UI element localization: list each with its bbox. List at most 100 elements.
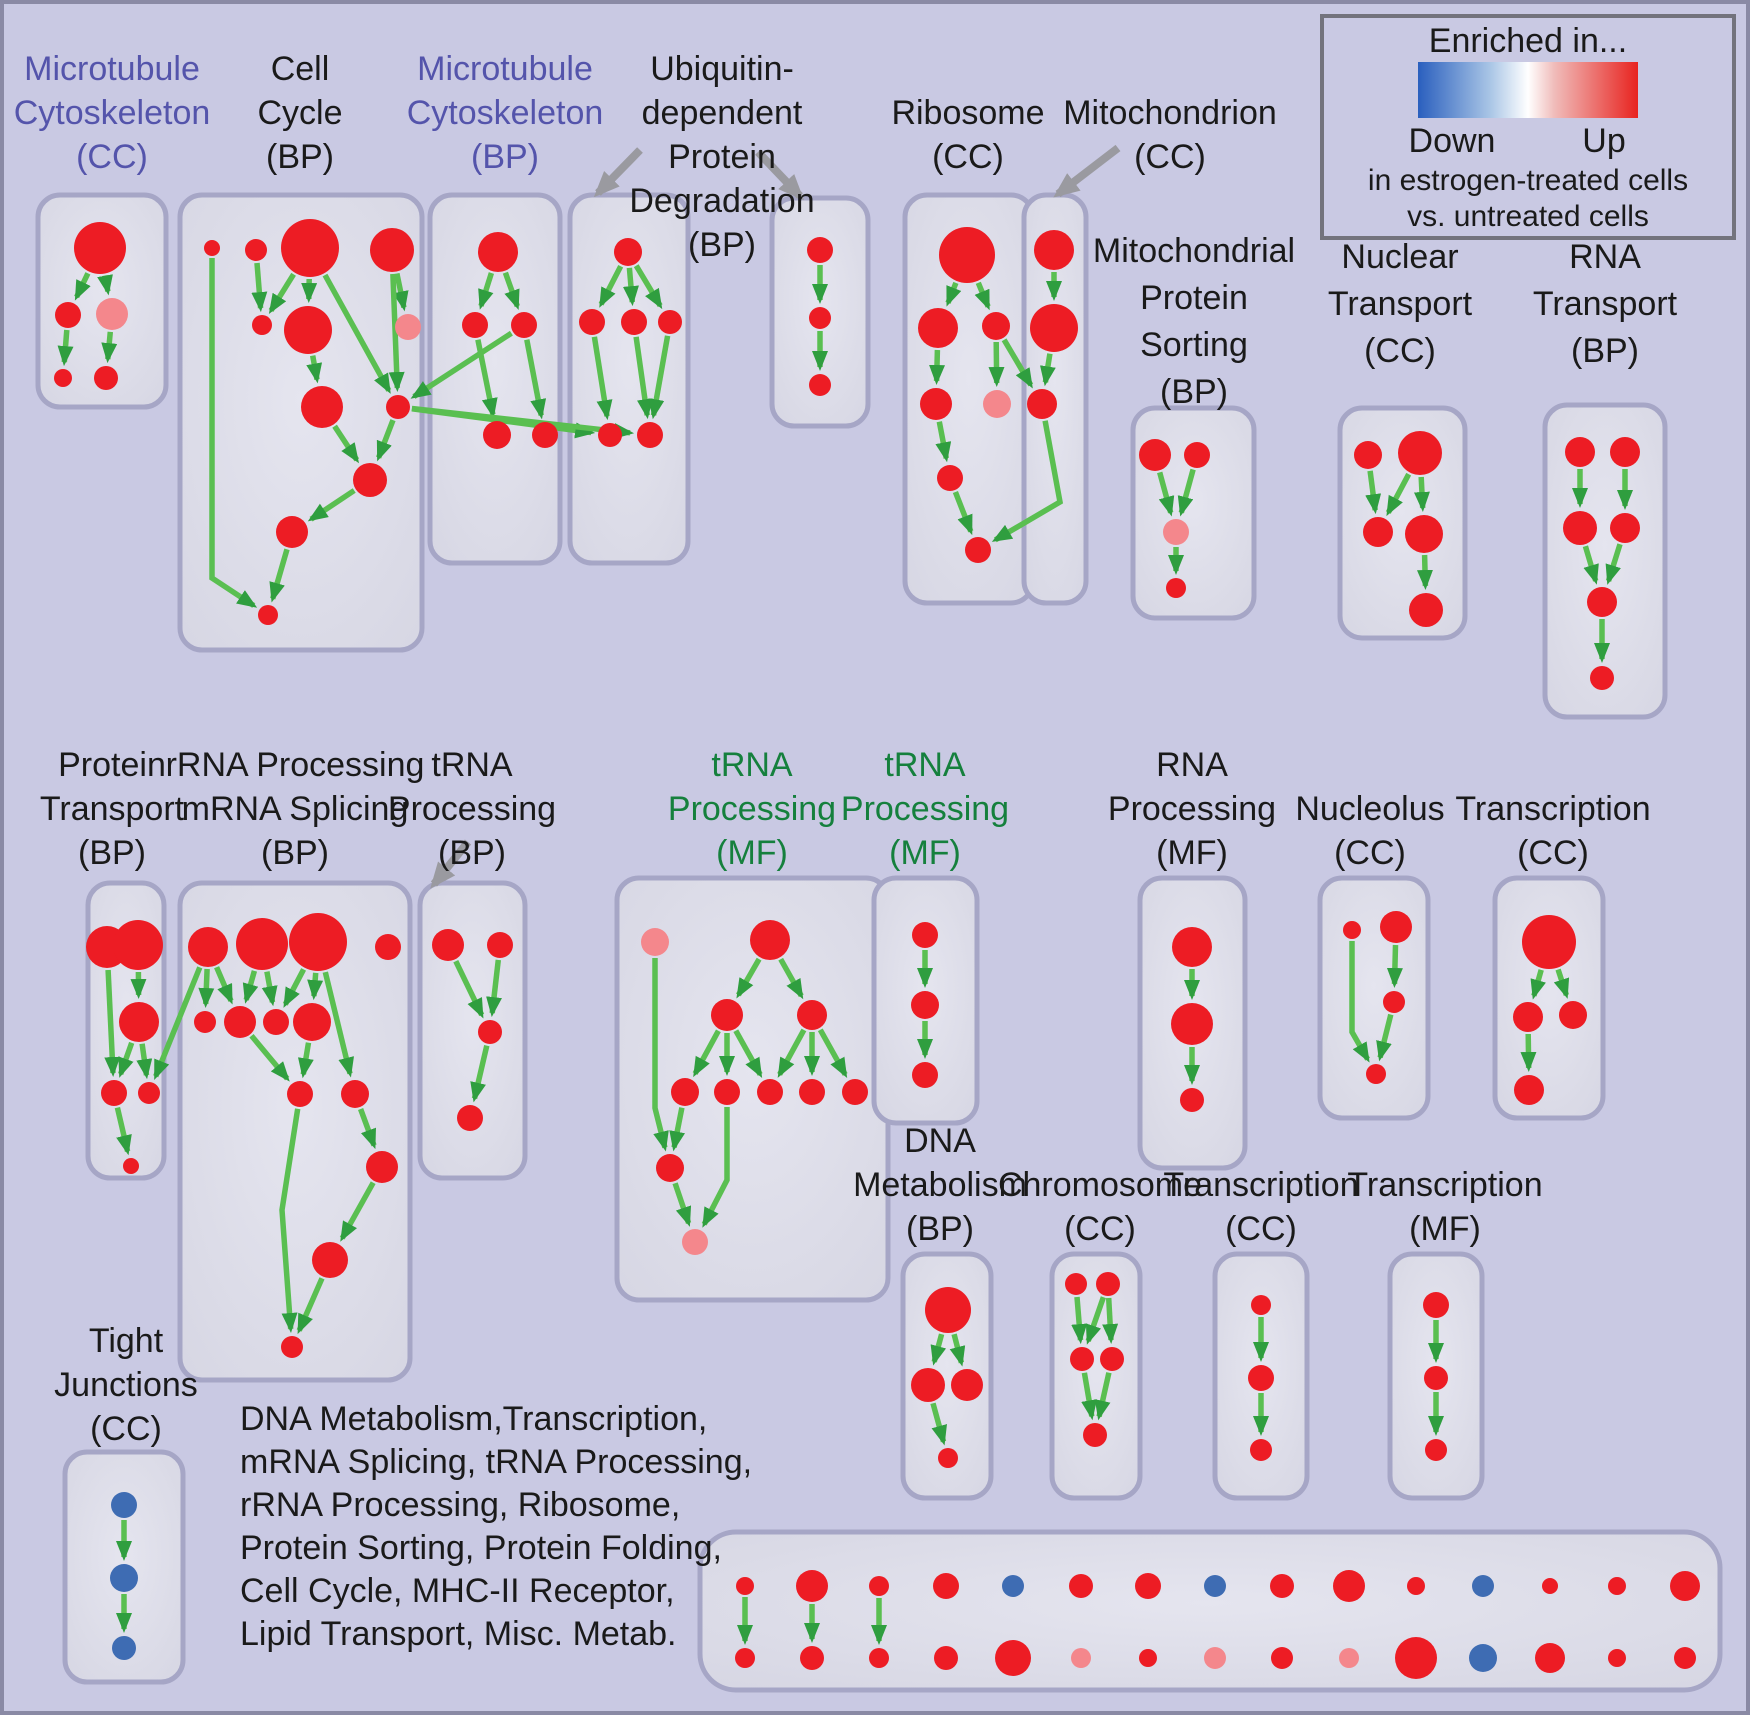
cluster-label-mitochondrion-cc: Mitochondrion (CC) [1063,94,1277,176]
go-term-node [621,309,647,335]
go-term-node [194,1011,216,1033]
go-term-node [1030,304,1078,352]
go-term-node [920,388,952,420]
annotation-arrow [430,839,472,889]
cluster-box-rna-transport-bp [1542,402,1668,720]
annotation-arrow [1053,144,1121,198]
enrichment-edge-rrna-processing-mrna-splicing-bp [261,971,278,1007]
enrichment-edge-ribosome-cc [945,281,962,307]
go-term-node [1610,437,1640,467]
go-term-node [74,222,126,274]
cluster-box-transcription-cc [1492,875,1606,1121]
cluster-box-cell-cycle-bp [177,192,425,653]
enrichment-edge-cross [153,966,203,1081]
go-term-node [799,1079,825,1105]
go-term-node [736,1577,754,1595]
enrichment-edge-trna-processing-mf-large [777,1028,807,1078]
go-term-node [671,1078,699,1106]
legend-down-label: Down [1409,122,1496,160]
go-term-node [1251,1295,1271,1315]
go-term-node [487,932,513,958]
cluster-label-nucleolus-cc: Nucleolus (CC) [1295,790,1444,872]
enrichment-edge-cell-cycle-bp [392,272,409,312]
enrichment-edge-cell-cycle-bp [209,258,258,608]
go-term-node [1395,1637,1437,1679]
go-term-node [656,1154,684,1182]
go-term-node [1034,230,1074,270]
go-term-node [711,999,743,1031]
go-term-node [110,1564,138,1592]
go-term-node [94,366,118,390]
go-term-node [366,1151,398,1183]
go-term-node [1363,517,1393,547]
enrichment-edge-dna-metabolism-bp [930,1333,947,1366]
go-term-node [1610,513,1640,543]
go-term-node [1083,1423,1107,1447]
go-term-node [1065,1273,1087,1295]
go-term-node [96,298,128,330]
go-term-node [1204,1647,1226,1669]
cluster-label-chromosome-cc: Chromosome (CC) [998,1166,1202,1248]
go-term-node [224,1006,256,1038]
enrichment-edge-trna-processing-mf-large [669,1107,686,1152]
go-term-node [750,920,790,960]
cluster-label-protein-transport-bp: Protein Transport (BP) [40,746,185,872]
cluster-label-ribosome-cc: Ribosome (CC) [891,94,1044,176]
go-term-node [682,1229,708,1255]
cluster-label-trna-processing-mf-small: tRNA Processing (MF) [841,746,1009,872]
enrichment-edge-rna-transport-bp [1582,545,1599,585]
go-term-node [809,307,831,329]
go-term-node [263,1009,289,1035]
go-term-node [800,1646,824,1670]
cluster-label-mitochondrial-protein-sorting-bp: Mitochondrial Protein Sorting (BP) [1093,232,1295,411]
go-term-node [951,1369,983,1401]
enrichment-edge-mitochondrial-protein-sorting-bp [1177,468,1196,517]
go-term-node [809,374,831,396]
enrichment-edge-cell-cycle-bp [322,273,392,394]
enrichment-edge-rrna-processing-mrna-splicing-bp [198,968,215,1008]
go-term-node [1171,1003,1213,1045]
misc-terms-text: DNA Metabolism,Transcription, mRNA Splici… [240,1400,752,1653]
go-term-node [1535,1643,1565,1673]
go-term-node [983,390,1011,418]
cluster-label-transcription-mf: Transcription (MF) [1347,1166,1542,1248]
go-term-node [478,232,518,272]
go-term-node [341,1080,369,1108]
go-term-node [395,314,421,340]
enrichment-edge-microtubule-cytoskeleton-bp [524,339,547,420]
enrichment-edge-microtubule-cytoskeleton-bp [478,272,495,310]
legend-up-label: Up [1582,122,1625,160]
enrichment-edge-trna-processing-bp [486,959,502,1018]
enrichment-edge-dna-metabolism-bp [930,1402,947,1446]
go-term-node [289,913,347,971]
go-term-node [1027,389,1057,419]
enrichment-edge-ribosome-cc [974,281,991,311]
go-term-node [258,605,278,625]
go-term-node [432,929,464,961]
go-term-node [1204,1575,1226,1597]
enrichment-edge-trna-processing-mf-large [692,1029,721,1078]
enrichment-edge-rrna-processing-mrna-splicing-bp [296,1277,325,1335]
enrichment-edge-rrna-processing-mrna-splicing-bp [307,972,324,1001]
go-term-node [937,465,963,491]
enrichment-edge-mitochondrion-cc [1039,353,1056,387]
enrichment-edge-microtubule-cytoskeleton-cc [101,331,118,364]
enrichment-edge-trna-processing-mf-large [652,958,669,1152]
enrichment-edge-trna-processing-mf-large [817,1028,848,1078]
legend-caption-line2: vs. untreated cells [1407,200,1649,233]
cluster-label-tight-junctions-cc: Tight Junctions (CC) [54,1322,198,1448]
cluster-box-trna-processing-bp [417,880,528,1181]
go-term-node [1100,1347,1124,1371]
go-term-node [532,422,558,448]
go-term-node [912,922,938,948]
enrichment-edge-protein-transport-bp [136,1043,153,1080]
go-term-node [933,1573,959,1599]
enrichment-edge-cell-cycle-bp [332,424,360,464]
go-term-node [1425,1439,1447,1461]
annotation-arrow [755,149,805,201]
go-term-node [925,1287,971,1333]
go-term-node [1172,927,1212,967]
go-term-node [1250,1439,1272,1461]
enrichment-edge-ubiquitin-degradation-bp [591,336,613,421]
go-term-node [938,1448,958,1468]
